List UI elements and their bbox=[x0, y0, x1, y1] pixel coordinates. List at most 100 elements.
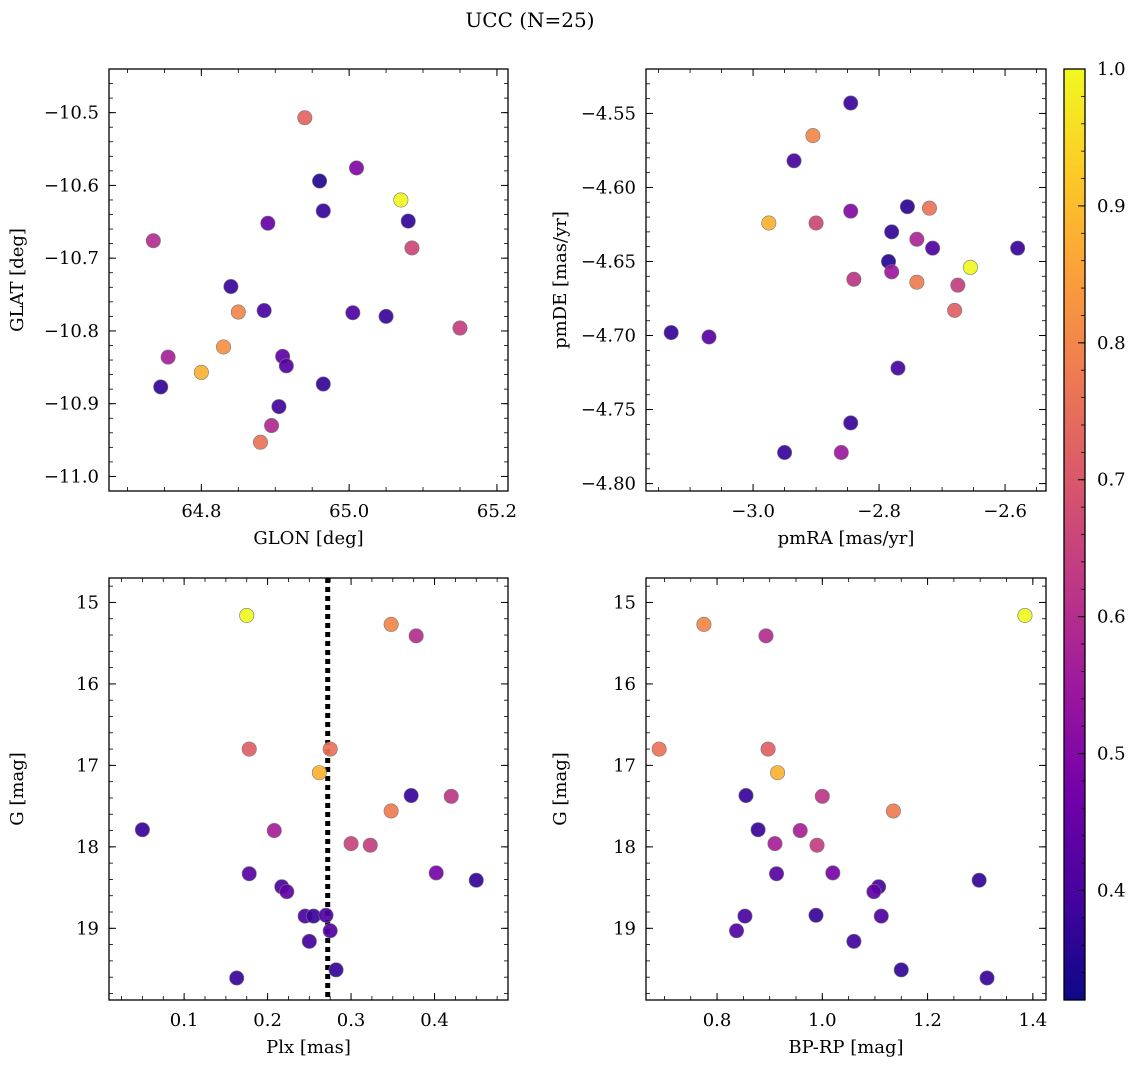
scatter-point bbox=[301, 933, 317, 949]
scatter-point bbox=[145, 233, 161, 249]
scatter-point bbox=[885, 803, 901, 819]
y-tick-label: −11.0 bbox=[44, 466, 99, 487]
scatter-point bbox=[971, 872, 987, 888]
scatter-point bbox=[229, 970, 245, 986]
scatter-point bbox=[266, 823, 282, 839]
scatter-point bbox=[979, 970, 995, 986]
scatter-point bbox=[271, 399, 287, 415]
y-axis-label: G [mag] bbox=[550, 752, 571, 825]
scatter-point bbox=[297, 110, 313, 126]
scatter-point bbox=[701, 329, 717, 345]
scatter-point bbox=[404, 240, 420, 256]
scatter-point bbox=[651, 741, 667, 757]
axes-frame bbox=[645, 577, 1047, 1001]
scatter-point bbox=[306, 908, 322, 924]
x-tick-label: 65.2 bbox=[477, 501, 517, 522]
scatter-point bbox=[846, 933, 862, 949]
scatter-point bbox=[343, 836, 359, 852]
scatter-point bbox=[909, 274, 925, 290]
y-axis-label: G [mag] bbox=[7, 752, 28, 825]
scatter-point bbox=[846, 271, 862, 287]
colorbar-tick-label: 0.9 bbox=[1097, 196, 1126, 217]
y-tick-label: 18 bbox=[613, 837, 636, 858]
scatter-point bbox=[468, 872, 484, 888]
panel-pmra-pmde: −3.0 −2.8 −2.6 −4.55 −4.60 −4.65 −4.70 −4.75 −4.… bbox=[550, 68, 1047, 549]
colorbar: 0.4 0.5 0.6 0.7 0.8 0.9 1.0 bbox=[1063, 59, 1126, 1001]
scatter-point bbox=[760, 741, 776, 757]
y-tick-label: −10.8 bbox=[44, 321, 99, 342]
axes-frame bbox=[108, 68, 509, 492]
axes-frame bbox=[108, 577, 509, 1001]
scatter-point bbox=[216, 339, 232, 355]
scatter-point bbox=[134, 822, 150, 838]
panel-bprp-g: 0.8 1.0 1.2 1.4 15 16 17 18 19 BP-RP [mag] G [mag] bbox=[550, 577, 1048, 1058]
scatter-point bbox=[328, 962, 344, 978]
scatter-point bbox=[322, 923, 338, 939]
scatter-point bbox=[193, 364, 209, 380]
x-tick-label: 0.4 bbox=[420, 1010, 449, 1031]
scatter-point bbox=[311, 765, 327, 781]
y-tick-label: 17 bbox=[76, 755, 99, 776]
colorbar-tick-label: 0.7 bbox=[1097, 470, 1126, 491]
scatter-point bbox=[809, 837, 825, 853]
x-tick-label: 65.0 bbox=[329, 501, 369, 522]
scatter-point bbox=[947, 302, 963, 318]
x-tick-label: 0.1 bbox=[170, 1010, 199, 1031]
scatter-point bbox=[663, 325, 679, 341]
scatter-point bbox=[884, 264, 900, 280]
y-tick-label: 18 bbox=[76, 837, 99, 858]
colorbar-tick-label: 0.6 bbox=[1097, 607, 1126, 628]
scatter-point bbox=[866, 884, 882, 900]
scatter-point bbox=[383, 803, 399, 819]
x-tick-label: 64.8 bbox=[181, 501, 221, 522]
x-tick-label: −3.0 bbox=[731, 501, 775, 522]
scatter-point bbox=[400, 213, 416, 229]
x-tick-label: −2.8 bbox=[857, 501, 901, 522]
y-tick-label: −4.55 bbox=[581, 103, 636, 124]
scatter-point bbox=[738, 788, 754, 804]
scatter-point bbox=[312, 173, 328, 189]
scatter-point bbox=[825, 865, 841, 881]
scatter-point bbox=[843, 95, 859, 111]
scatter-point bbox=[893, 962, 909, 978]
x-axis-label: Plx [mas] bbox=[266, 1037, 351, 1058]
y-tick-label: −10.7 bbox=[44, 248, 99, 269]
scatter-point bbox=[767, 836, 783, 852]
scatter-point bbox=[393, 192, 409, 208]
scatter-point bbox=[737, 908, 753, 924]
y-tick-label: 15 bbox=[76, 592, 99, 613]
scatter-point bbox=[378, 308, 394, 324]
scatter-point bbox=[750, 822, 766, 838]
scatter-point bbox=[833, 445, 849, 461]
x-tick-label: 0.3 bbox=[337, 1010, 366, 1031]
y-tick-label: −4.60 bbox=[581, 177, 636, 198]
scatter-point bbox=[315, 203, 331, 219]
x-tick-label: 1.0 bbox=[808, 1010, 837, 1031]
scatter-point bbox=[950, 277, 966, 293]
scatter-point bbox=[1010, 240, 1026, 256]
colorbar-tick-label: 0.8 bbox=[1097, 333, 1126, 354]
y-tick-label: −10.9 bbox=[44, 394, 99, 415]
colorbar-tick-label: 0.4 bbox=[1097, 880, 1126, 901]
panel-plx-g: 0.1 0.2 0.3 0.4 15 16 17 18 19 Plx [mas] G [mag] bbox=[7, 577, 509, 1058]
x-tick-label: −2.6 bbox=[983, 501, 1027, 522]
scatter-point bbox=[1017, 607, 1033, 623]
y-tick-label: −10.6 bbox=[44, 175, 99, 196]
scatter-point bbox=[239, 607, 255, 623]
y-tick-label: −4.80 bbox=[581, 474, 636, 495]
scatter-point bbox=[899, 199, 915, 215]
scatter-point bbox=[443, 788, 459, 804]
scatter-point bbox=[278, 358, 294, 374]
scatter-point bbox=[729, 923, 745, 939]
scatter-point bbox=[241, 866, 257, 882]
scatter-point bbox=[349, 160, 365, 176]
scatter-point bbox=[814, 788, 830, 804]
scatter-point bbox=[264, 418, 280, 434]
y-tick-label: 16 bbox=[613, 674, 636, 695]
y-tick-label: −4.75 bbox=[581, 400, 636, 421]
x-tick-label: 0.2 bbox=[253, 1010, 282, 1031]
scatter-point bbox=[909, 231, 925, 247]
x-tick-label: 1.4 bbox=[1019, 1010, 1048, 1031]
scatter-point bbox=[279, 884, 295, 900]
